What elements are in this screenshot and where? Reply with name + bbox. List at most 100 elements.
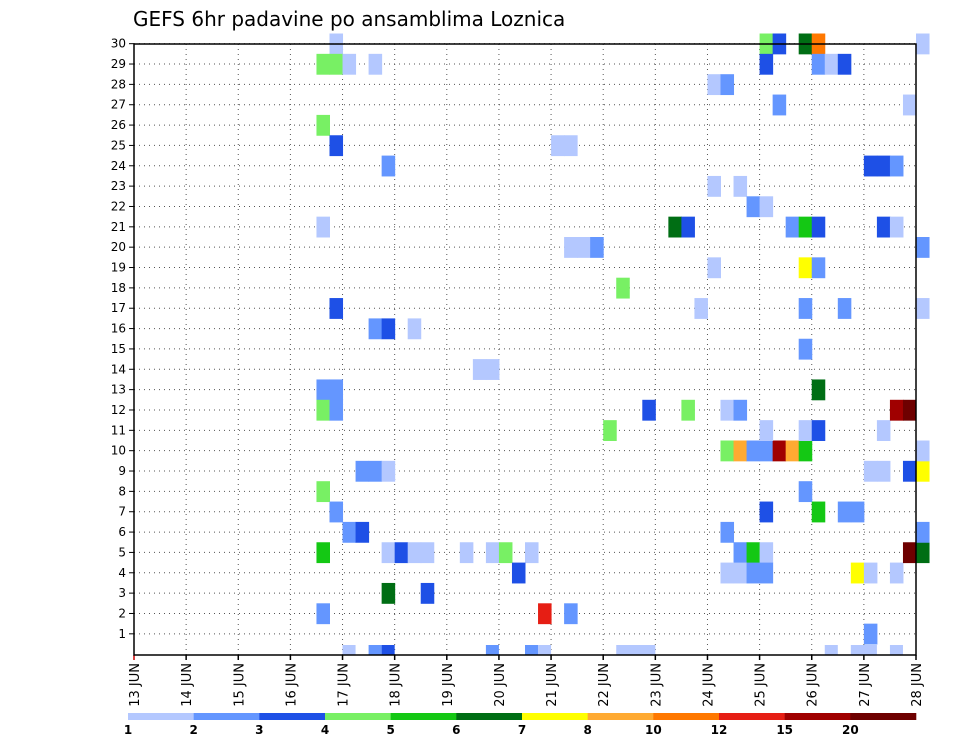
y-tick-label: 22 [111, 199, 126, 213]
heatmap-cell [746, 562, 761, 584]
heatmap-cells [316, 33, 930, 655]
heatmap-cell [668, 216, 682, 238]
heatmap-cell [916, 440, 930, 462]
heatmap-cell [681, 399, 695, 421]
heatmap-cell [916, 521, 930, 543]
heatmap-cell [316, 216, 330, 238]
heatmap-cell [694, 298, 708, 319]
heatmap-cell [837, 53, 852, 75]
heatmap-cell [564, 237, 578, 258]
heatmap-cell [759, 542, 774, 564]
x-tick-label: 25 JUN [754, 663, 769, 707]
heatmap-cell [707, 175, 721, 197]
heatmap-cell [342, 53, 357, 75]
heatmap-cell [329, 135, 344, 157]
heatmap-cell [850, 501, 865, 523]
y-tick-label: 19 [111, 261, 126, 275]
heatmap-cell [616, 645, 656, 655]
heatmap-cell [889, 399, 904, 421]
heatmap-cell [316, 379, 330, 401]
y-tick-label: 16 [111, 322, 126, 336]
heatmap-cell [889, 645, 903, 655]
y-tick-label: 6 [118, 525, 126, 539]
heatmap-cell [916, 33, 930, 55]
colorbar-swatch [325, 713, 391, 720]
heatmap-cell [863, 460, 878, 482]
heatmap-cell [368, 460, 383, 482]
heatmap-cell [459, 542, 474, 564]
heatmap-cell [916, 298, 930, 319]
heatmap-cell [420, 542, 435, 564]
colorbar-swatch [850, 713, 917, 720]
heatmap-cell [902, 399, 917, 421]
heatmap-cell [329, 379, 344, 401]
heatmap-cell [785, 216, 800, 238]
y-tick-label: 14 [111, 362, 126, 376]
heatmap-cell [772, 440, 787, 462]
heatmap-cell [733, 562, 748, 584]
x-tick-label: 22 JUN [597, 663, 612, 707]
heatmap-cell [889, 155, 904, 177]
heatmap-cell [876, 155, 891, 177]
heatmap-cell [342, 645, 356, 655]
y-tick-label: 8 [118, 484, 126, 498]
heatmap-cell [407, 318, 422, 340]
y-tick-label: 24 [111, 159, 126, 173]
colorbar-tick-label: 10 [645, 723, 662, 737]
y-tick-label: 15 [111, 342, 126, 356]
heatmap-cell [564, 603, 578, 625]
heatmap-cell [759, 440, 774, 462]
heatmap-cell [329, 501, 344, 523]
chart-title: GEFS 6hr padavine po ansamblima Loznica [133, 7, 565, 31]
y-tick-label: 11 [111, 423, 126, 437]
colorbar-tick-label: 12 [711, 723, 728, 737]
colorbar-swatch [784, 713, 851, 720]
y-tick-label: 4 [118, 566, 126, 580]
heatmap-cell [525, 542, 539, 564]
colorbar-swatch [587, 713, 654, 720]
heatmap-cell [316, 542, 330, 564]
colorbar-tick-label: 8 [583, 723, 591, 737]
heatmap-cell [485, 542, 500, 564]
heatmap-cell [511, 562, 526, 584]
y-tick-label: 2 [118, 606, 126, 620]
heatmap-cell [316, 481, 330, 503]
heatmap-cell [316, 603, 330, 625]
heatmap-cell [772, 94, 787, 116]
heatmap-cell [746, 196, 761, 218]
heatmap-cell [863, 623, 878, 645]
heatmap-cell [577, 237, 591, 258]
heatmap-cell [837, 298, 852, 319]
heatmap-cell [811, 257, 826, 279]
heatmap-cell [733, 175, 748, 197]
heatmap-cell [485, 645, 499, 655]
heatmap-cell [916, 460, 930, 482]
y-tick-label: 5 [118, 545, 126, 559]
colorbar-tick-label: 20 [842, 723, 859, 737]
heatmap-cell [407, 542, 422, 564]
colorbar-tick-label: 4 [321, 723, 329, 737]
heatmap-cell [642, 399, 656, 421]
heatmap-cell [485, 359, 500, 380]
heatmap-cell [733, 440, 748, 462]
colorbar-swatch [522, 713, 588, 720]
y-tick-label: 3 [118, 586, 126, 600]
heatmap-cell [472, 359, 487, 380]
heatmap-cell [746, 542, 761, 564]
colorbar-swatch [653, 713, 720, 720]
heatmap-cell [720, 562, 735, 584]
heatmap-cell [824, 53, 839, 75]
colorbar-tick-label: 1 [124, 723, 132, 737]
heatmap-cell [811, 53, 826, 75]
heatmap-cell [889, 562, 904, 584]
heatmap-cell [590, 237, 604, 258]
colorbar-tick-label: 3 [255, 723, 263, 737]
heatmap-cell [863, 562, 878, 584]
y-tick-label: 26 [111, 118, 126, 132]
x-tick-label: 28 JUN [910, 663, 925, 707]
colorbar-swatch [128, 713, 194, 720]
heatmap-cell [368, 318, 383, 340]
colorbar-swatch [259, 713, 326, 720]
heatmap-cell [902, 542, 917, 564]
